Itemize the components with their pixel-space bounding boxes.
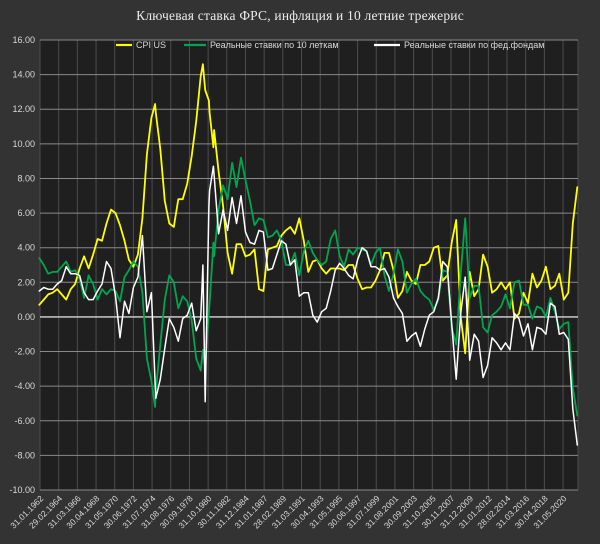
- y-tick-label: 10.00: [12, 139, 35, 149]
- legend: CPI US Реальные ставки по 10 леткам Реальн…: [116, 40, 544, 50]
- legend-label: Реальные ставки по 10 леткам: [210, 40, 339, 50]
- y-tick-label: -6.00: [14, 416, 35, 426]
- y-tick-label: -2.00: [14, 347, 35, 357]
- y-tick-label: 4.00: [17, 243, 35, 253]
- series-lines: [38, 63, 579, 446]
- legend-item-2: Реальные ставки по фед.фондам: [374, 40, 544, 50]
- legend-label: Реальные ставки по фед.фондам: [404, 40, 544, 50]
- y-tick-label: 14.00: [12, 70, 35, 80]
- y-tick-label: 12.00: [12, 104, 35, 114]
- legend-label: CPI US: [136, 40, 166, 50]
- y-tick-label: -10.00: [9, 485, 35, 495]
- series-line-2: [38, 165, 579, 446]
- y-tick-label: 2.00: [17, 277, 35, 287]
- legend-item-1: Реальные ставки по 10 леткам: [184, 40, 339, 50]
- y-tick-label: 8.00: [17, 173, 35, 183]
- chart-title: Ключевая ставка ФРС, инфляция и 10 летни…: [136, 8, 464, 23]
- y-axis-labels: 16.00 14.00 12.00 10.00 8.00 6.00 4.00 2.00 0.00…: [9, 35, 35, 495]
- y-tick-label: -8.00: [14, 450, 35, 460]
- y-tick-label: 6.00: [17, 208, 35, 218]
- x-axis-labels: 31.01.196229.02.196431.03.196630.04.1968…: [8, 493, 568, 530]
- vertical-gridlines: [39, 40, 579, 490]
- legend-item-0: CPI US: [116, 40, 166, 50]
- y-tick-label: -4.00: [14, 381, 35, 391]
- series-line-1: [38, 156, 579, 417]
- y-tick-label: 16.00: [12, 35, 35, 45]
- y-tick-label: 0.00: [17, 312, 35, 322]
- plot-background: [40, 40, 578, 490]
- horizontal-gridlines: [40, 39, 578, 491]
